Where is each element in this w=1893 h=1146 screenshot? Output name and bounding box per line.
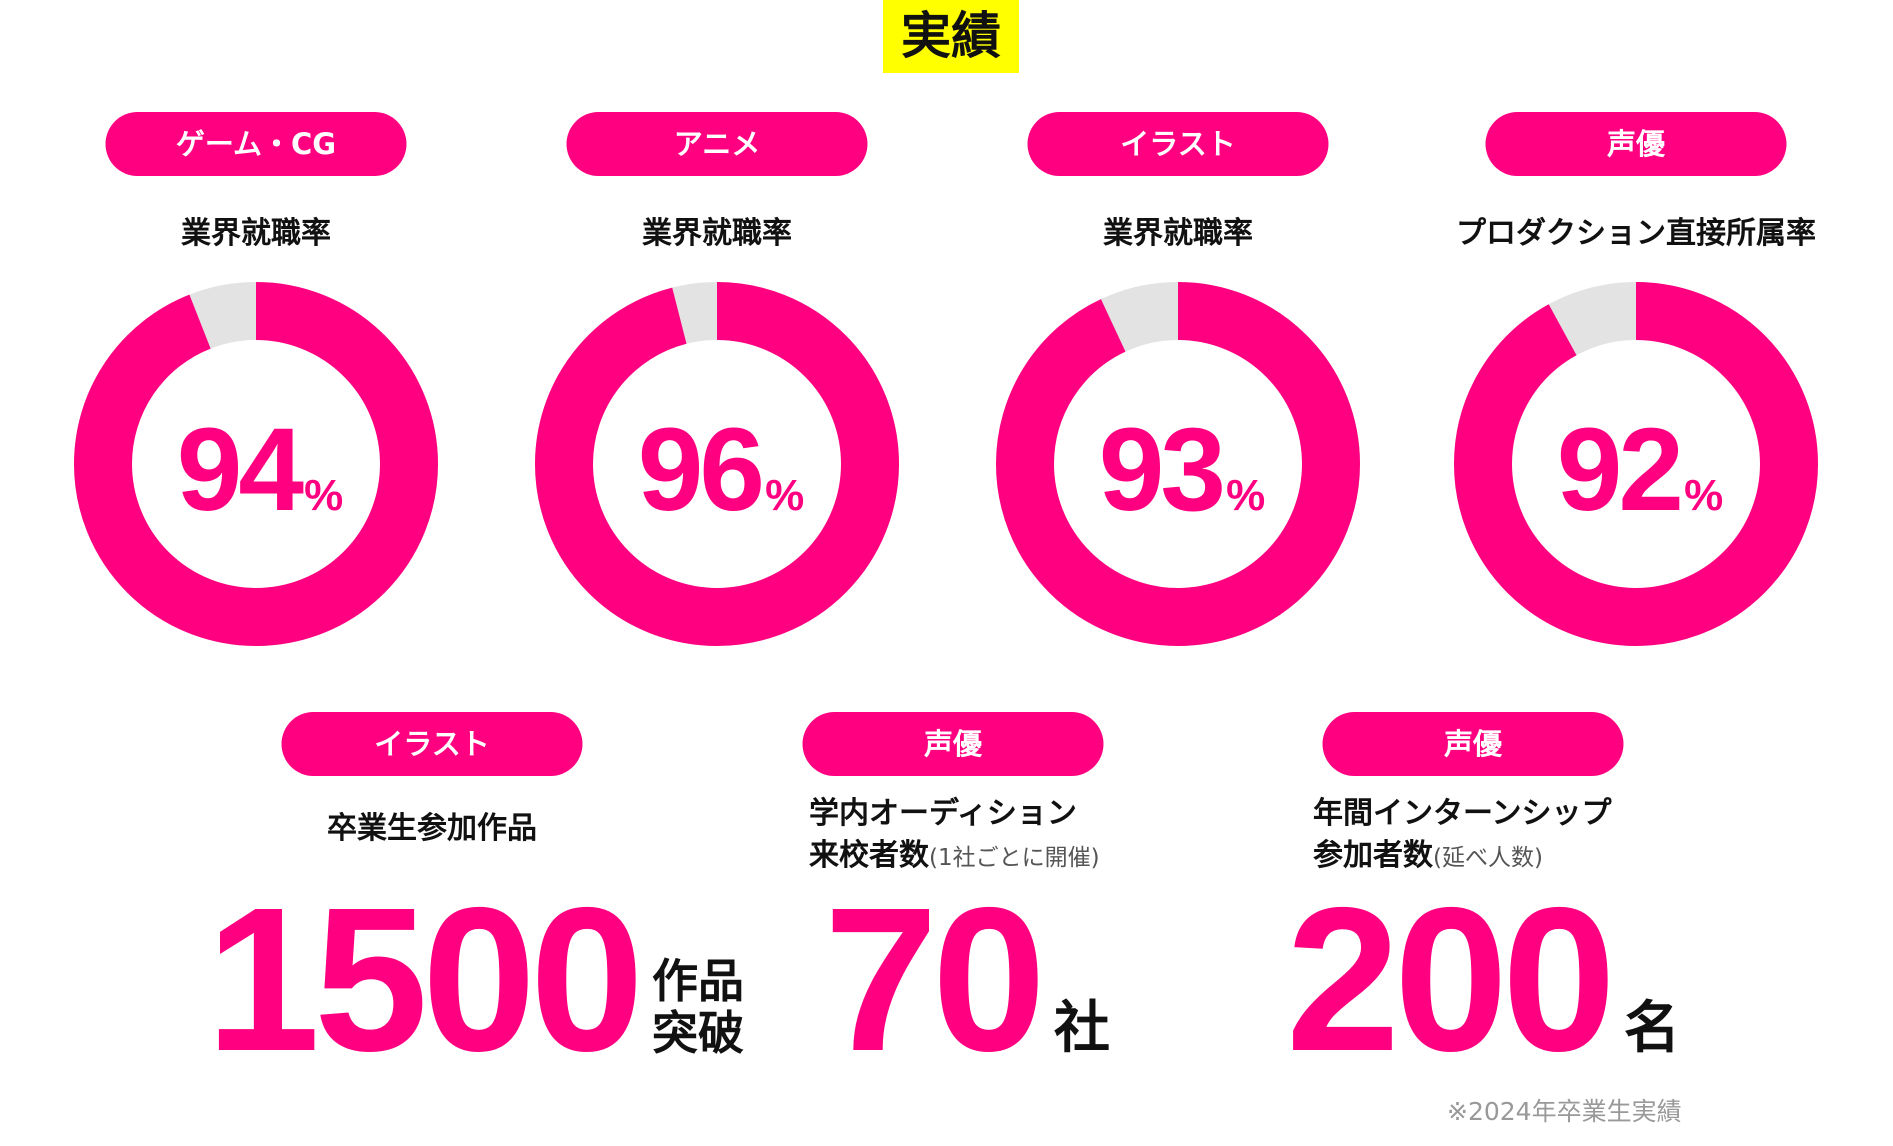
stat-block: 70 社 [824, 865, 1111, 1094]
stat-label: 学内オーディション 来校者数(1社ごとに開催) [809, 793, 1100, 879]
stat-label: 年間インターンシップ 参加者数(延べ人数) [1313, 793, 1612, 879]
chart-label: 業界就職率 [642, 216, 792, 251]
stat-block: 200 名 [1286, 865, 1681, 1094]
donut-value-arc [1454, 282, 1818, 646]
category-pill: 声優 [802, 712, 1104, 776]
donut-value-arc [996, 282, 1360, 646]
chart-label: 業界就職率 [181, 216, 331, 251]
category-pill: ゲーム・CG [105, 112, 407, 176]
stat-block: 1500 作品 突破 [206, 865, 744, 1094]
category-pill: 声優 [1485, 112, 1787, 176]
stat-value: 1500 [206, 865, 644, 1094]
donut-value-label: 94% [177, 411, 343, 529]
donut-value-label: 96% [638, 411, 804, 529]
stat-label: 卒業生参加作品 [327, 811, 537, 846]
chart-label: 業界就職率 [1103, 216, 1253, 251]
stat-unit: 社 [1054, 996, 1111, 1061]
stat-unit: 作品 突破 [652, 955, 744, 1065]
stat-label-line2: 来校者数 [809, 838, 929, 873]
stat-value: 70 [824, 865, 1046, 1094]
category-pill: 声優 [1322, 712, 1624, 776]
stat-label-line1: 年間インターンシップ [1313, 796, 1612, 831]
percent-value: 93 [1098, 404, 1226, 536]
percent-unit: % [1226, 471, 1266, 520]
donut-svg [1454, 282, 1818, 646]
donut-value-arc [74, 282, 438, 646]
stat-unit-line2: 突破 [652, 1006, 745, 1060]
percent-value: 94 [176, 404, 304, 536]
stat-unit: 名 [1624, 996, 1681, 1061]
stat-value: 200 [1286, 865, 1616, 1094]
stat-unit-line1: 作品 [652, 954, 745, 1008]
category-pill: アニメ [566, 112, 868, 176]
percent-unit: % [765, 471, 805, 520]
percent-unit: % [1684, 471, 1724, 520]
percent-unit: % [304, 471, 344, 520]
donut-value-label: 92% [1557, 411, 1723, 529]
section-title: 実績 [883, 0, 1019, 73]
stat-note: (1社ごとに開催) [929, 845, 1100, 871]
stat-label-line1: 学内オーディション [809, 796, 1077, 831]
donut-svg [996, 282, 1360, 646]
category-pill: イラスト [281, 712, 583, 776]
stat-note: (延べ人数) [1433, 845, 1543, 871]
category-pill: イラスト [1027, 112, 1329, 176]
donut-value-arc [535, 282, 899, 646]
donut-svg [535, 282, 899, 646]
chart-label: プロダクション直接所属率 [1456, 216, 1816, 251]
percent-value: 92 [1556, 404, 1684, 536]
stat-label-line2: 参加者数 [1313, 838, 1433, 873]
donut-value-label: 93% [1099, 411, 1265, 529]
footnote: ※2024年卒業生実績 [1447, 1097, 1682, 1126]
percent-value: 96 [637, 404, 765, 536]
donut-svg [74, 282, 438, 646]
